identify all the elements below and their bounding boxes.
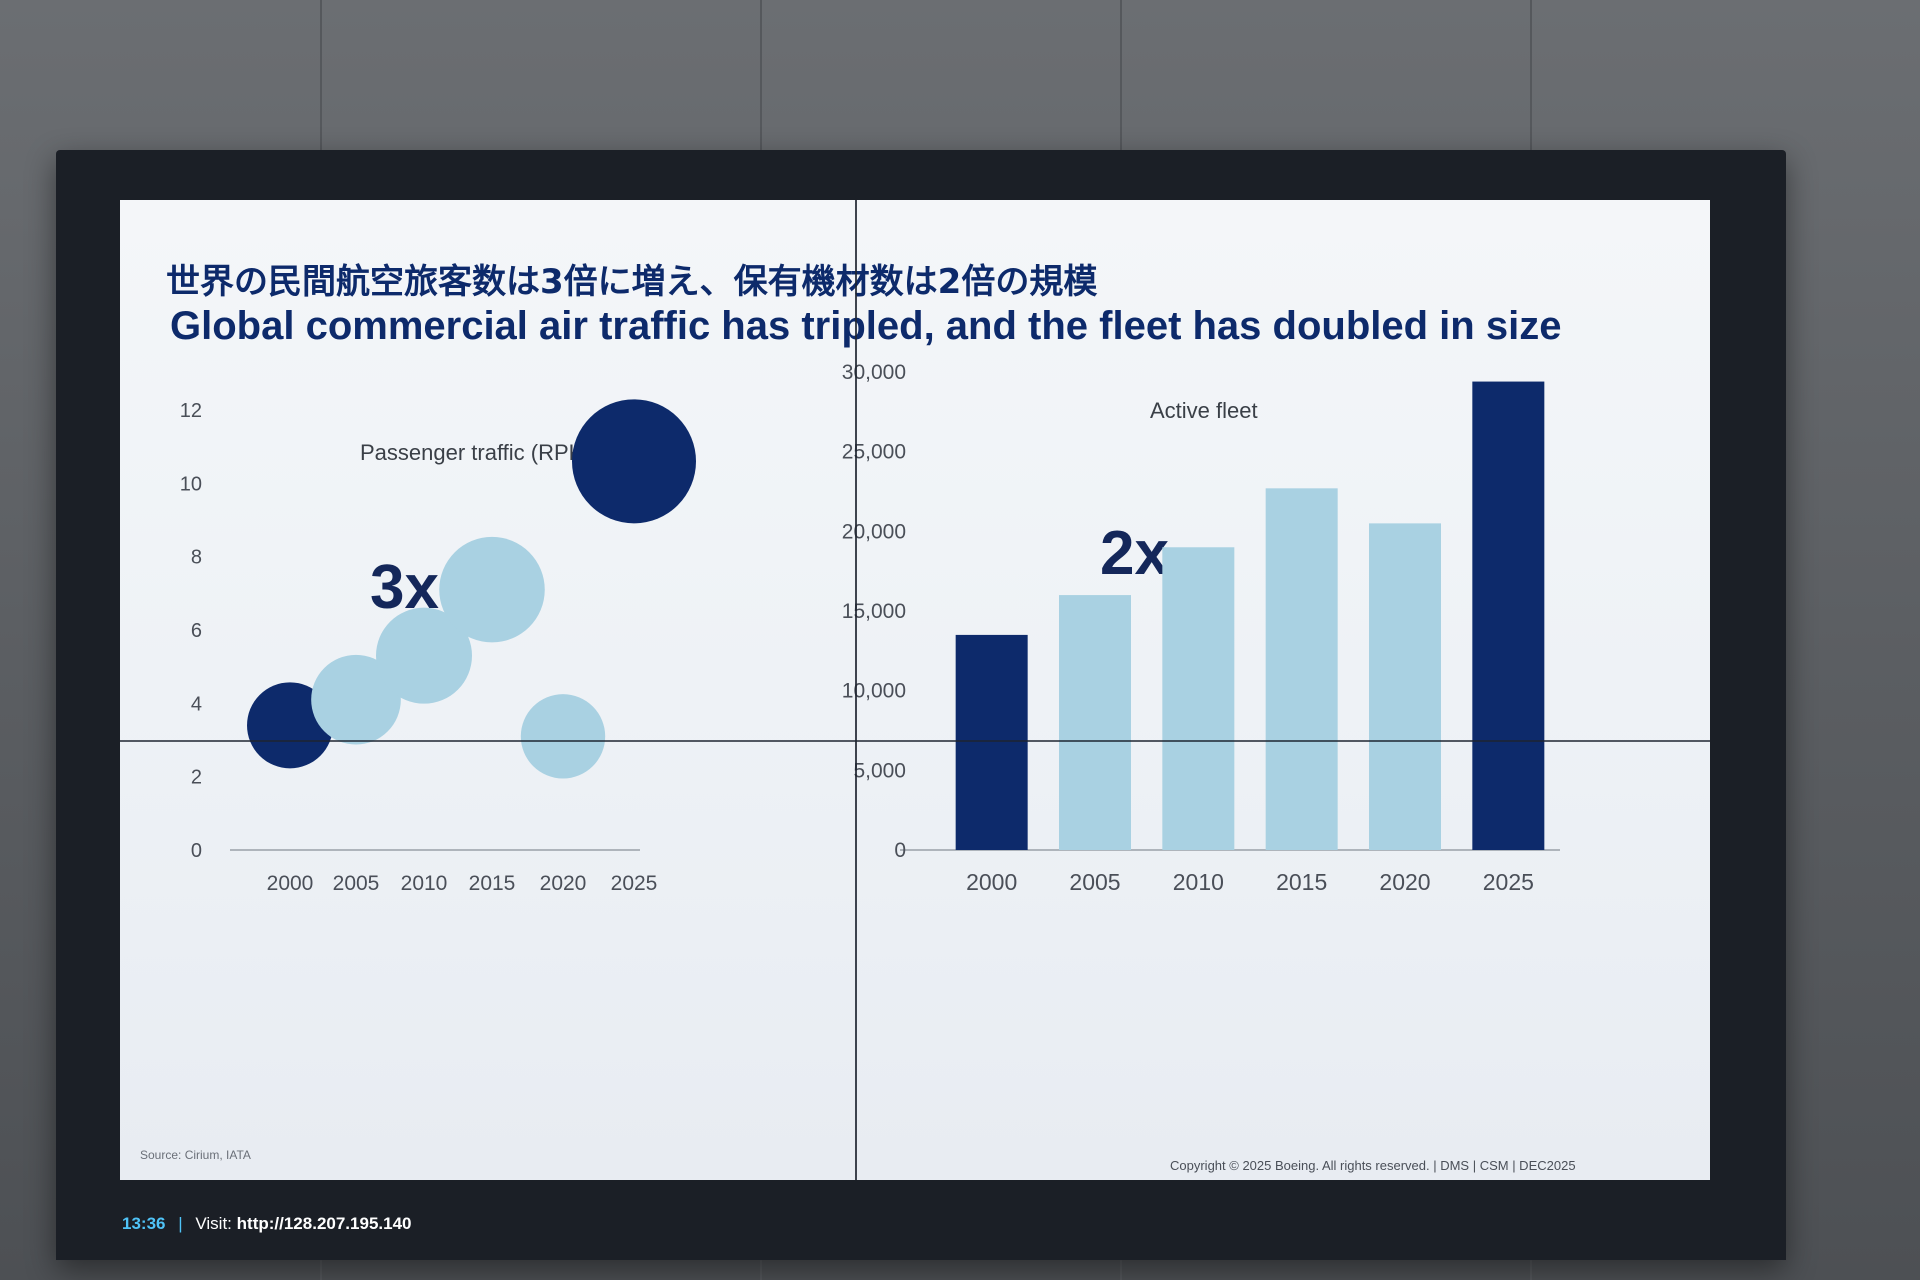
slide-screen: 世界の民間航空旅客数は3倍に増え、保有機材数は2倍の規模 Global comm… [120,200,1710,1180]
fleet-y-tick-label: 5,000 [853,759,906,782]
fleet-multiplier: 2x [1100,519,1169,588]
copyright-note: Copyright © 2025 Boeing. All rights rese… [1170,1158,1576,1173]
fleet-bar-2000 [955,634,1028,850]
fleet-x-tick-label: 2025 [1483,869,1534,895]
passenger-y-tick-label: 4 [191,693,202,715]
passenger-y-tick-label: 8 [191,547,202,569]
passenger-x-tick-label: 2015 [469,872,516,895]
passenger-x-tick-label: 2010 [401,872,448,895]
fleet-chart-title: Active fleet [1150,398,1258,423]
status-text: 13:36 | Visit: http://128.207.195.140 [122,1214,411,1234]
status-bar: 13:36 | Visit: http://128.207.195.140 [56,1188,1786,1260]
fleet-x-tick-label: 2000 [966,869,1017,895]
fleet-y-tick-label: 30,000 [842,361,906,384]
passenger-bubble-2010 [376,607,472,704]
fleet-bar-2015 [1265,488,1338,850]
status-separator: | [178,1214,183,1233]
passenger-x-tick-label: 2025 [611,872,658,895]
passenger-y-tick-label: 6 [191,620,202,642]
fleet-x-tick-label: 2005 [1069,869,1120,895]
fleet-bar-2010 [1162,547,1235,850]
passenger-x-tick-label: 2020 [540,872,587,895]
passenger-y-tick-label: 12 [180,400,202,422]
source-note: Source: Cirium, IATA [140,1148,251,1162]
passenger-y-tick-label: 10 [180,473,202,495]
passenger-bubble-2005 [311,654,401,745]
status-url-link[interactable]: http://128.207.195.140 [236,1214,412,1233]
fleet-x-tick-label: 2020 [1379,869,1430,895]
slide-title-japanese: 世界の民間航空旅客数は3倍に増え、保有機材数は2倍の規模 [166,262,1098,302]
slide-title-english: Global commercial air traffic has triple… [170,304,1562,348]
status-time: 13:36 [122,1214,166,1233]
fleet-y-tick-label: 10,000 [842,680,906,703]
passenger-y-tick-label: 2 [191,767,202,789]
fleet-x-tick-label: 2010 [1173,869,1224,895]
passenger-x-tick-label: 2005 [333,872,380,895]
fleet-y-tick-label: 0 [894,839,906,862]
passenger-bubble-2020 [520,694,606,779]
fleet-x-tick-label: 2015 [1276,869,1327,895]
passenger-traffic-chart: 0 2 4 6 8 10 12 2000 2005 2010 2015 2020 2025 [180,399,696,895]
passenger-bubble-2015 [439,536,545,643]
passenger-y-tick-label: 0 [191,840,202,862]
fleet-bar-2005 [1059,595,1131,850]
fleet-bar-2020 [1369,523,1441,850]
status-visit-label: Visit: [195,1214,232,1233]
fleet-bar-2025 [1472,381,1545,850]
display-seam-horizontal [120,740,1710,742]
display-seam-vertical [855,200,857,1180]
fleet-y-tick-label: 15,000 [842,600,906,623]
fleet-y-tick-label: 20,000 [842,520,906,543]
fleet-y-tick-label: 25,000 [842,441,906,464]
passenger-x-tick-label: 2000 [267,872,314,895]
active-fleet-chart: 0 5,000 10,000 15,000 20,000 25,000 30,000 2000… [842,361,1560,895]
passenger-bubble-2025 [572,399,696,524]
